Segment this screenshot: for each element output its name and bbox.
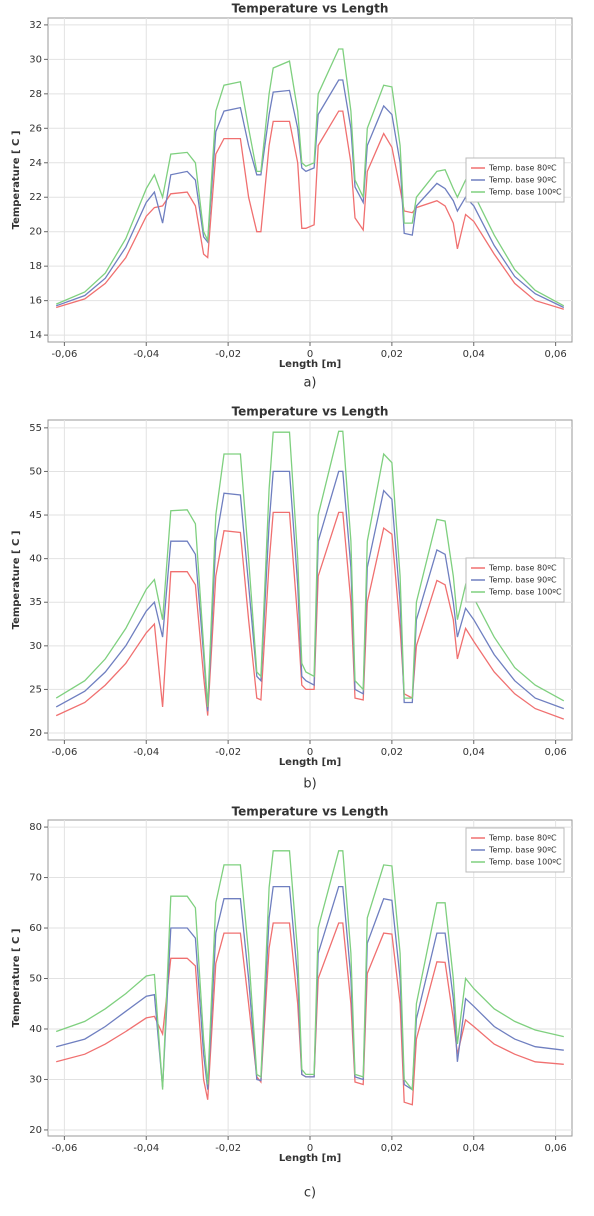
x-tick-label: 0,02 — [381, 349, 403, 360]
legend-label: Temp. base 80ºC — [488, 164, 557, 173]
x-tick-label: 0 — [307, 747, 313, 758]
caption: a) — [303, 376, 316, 391]
y-tick-label: 40 — [29, 554, 42, 565]
x-tick-label: -0,02 — [215, 1143, 241, 1154]
legend-label: Temp. base 100ºC — [488, 588, 562, 597]
series-line — [55, 79, 565, 309]
x-tick-label: 0,06 — [544, 1143, 566, 1154]
y-tick-label: 16 — [29, 296, 42, 307]
x-tick-label: 0,02 — [381, 747, 403, 758]
y-tick-label: 30 — [29, 54, 42, 65]
legend-label: Temp. base 80ºC — [488, 834, 557, 843]
x-tick-label: -0,06 — [51, 349, 77, 360]
y-tick-label: 32 — [29, 20, 42, 31]
y-tick-label: 70 — [29, 873, 42, 884]
legend-label: Temp. base 90ºC — [488, 176, 557, 185]
y-tick-label: 22 — [29, 192, 42, 203]
y-tick-label: 25 — [29, 684, 42, 695]
x-tick-label: -0,04 — [133, 349, 159, 360]
y-axis-label: Temperature [ C ] — [11, 531, 22, 630]
y-tick-label: 26 — [29, 123, 42, 134]
series-line — [55, 48, 565, 307]
y-tick-label: 50 — [29, 974, 42, 985]
y-tick-label: 28 — [29, 89, 42, 100]
chart-title: Temperature vs Length — [232, 405, 389, 419]
y-tick-label: 20 — [29, 1125, 42, 1136]
y-tick-label: 60 — [29, 923, 42, 934]
legend-label: Temp. base 100ºC — [488, 858, 562, 867]
x-tick-label: -0,02 — [215, 747, 241, 758]
x-tick-label: 0 — [307, 1143, 313, 1154]
y-axis-label: Temperature [ C ] — [11, 929, 22, 1028]
series-line — [56, 110, 564, 310]
x-tick-label: 0,04 — [463, 349, 485, 360]
chart-title: Temperature vs Length — [232, 805, 389, 819]
series-line — [55, 430, 565, 707]
y-tick-label: 55 — [29, 423, 42, 434]
x-tick-label: -0,02 — [215, 349, 241, 360]
legend-label: Temp. base 90ºC — [488, 576, 557, 585]
caption: c) — [304, 1186, 316, 1201]
y-tick-label: 35 — [29, 597, 42, 608]
series-line — [55, 470, 565, 712]
x-tick-label: 0,06 — [544, 349, 566, 360]
caption: b) — [303, 777, 316, 792]
chart-title: Temperature vs Length — [232, 2, 389, 16]
y-tick-label: 14 — [29, 330, 42, 341]
x-tick-label: 0,06 — [544, 747, 566, 758]
y-tick-label: 20 — [29, 728, 42, 739]
x-tick-label: -0,06 — [51, 1143, 77, 1154]
legend-label: Temp. base 100ºC — [488, 188, 562, 197]
series-line — [55, 511, 565, 720]
x-tick-label: 0,04 — [463, 747, 485, 758]
y-tick-label: 18 — [29, 261, 42, 272]
series-line — [55, 850, 564, 1092]
x-tick-label: -0,04 — [133, 747, 159, 758]
legend-label: Temp. base 90ºC — [488, 846, 557, 855]
series-line — [56, 885, 564, 1091]
x-tick-label: 0 — [307, 349, 313, 360]
x-axis-label: Length [m] — [279, 757, 341, 768]
y-tick-label: 50 — [29, 466, 42, 477]
y-tick-label: 40 — [29, 1024, 42, 1035]
x-axis-label: Length [m] — [279, 1153, 341, 1164]
x-tick-label: 0,02 — [381, 1143, 403, 1154]
x-tick-label: 0,04 — [463, 1143, 485, 1154]
legend-label: Temp. base 80ºC — [488, 564, 557, 573]
y-tick-label: 24 — [29, 158, 42, 169]
x-tick-label: -0,06 — [51, 747, 77, 758]
x-axis-label: Length [m] — [279, 359, 341, 370]
y-axis-label: Temperature [ C ] — [11, 131, 22, 230]
y-tick-label: 20 — [29, 227, 42, 238]
y-tick-label: 45 — [29, 510, 42, 521]
y-tick-label: 30 — [29, 641, 42, 652]
y-tick-label: 30 — [29, 1074, 42, 1085]
x-tick-label: -0,04 — [133, 1143, 159, 1154]
y-tick-label: 80 — [29, 822, 42, 833]
